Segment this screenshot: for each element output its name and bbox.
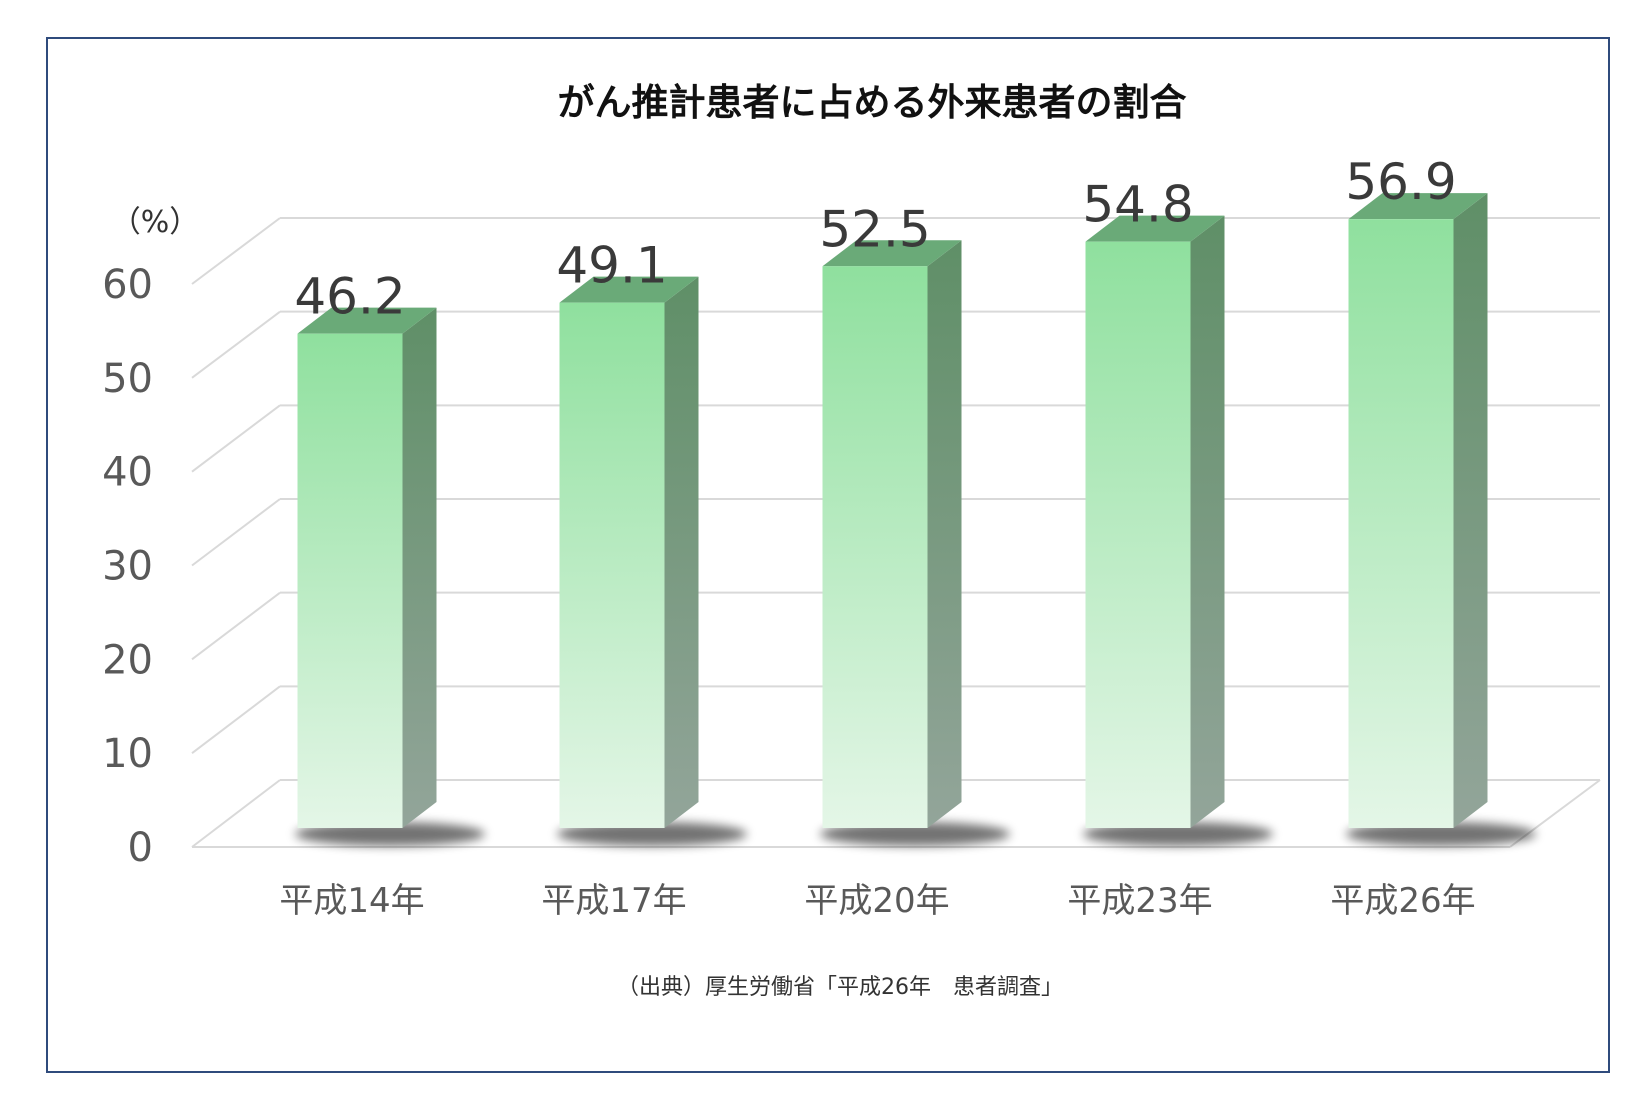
data-label: 46.2 [294,268,405,326]
data-label: 49.1 [556,237,667,295]
bar-side [664,276,699,828]
bar-top [822,240,962,267]
bar [559,302,665,828]
x-tick-label: 平成14年 [279,881,424,921]
x-axis-labels: 平成14年 平成17年 平成20年 平成23年 平成26年 [279,881,1475,921]
x-tick-label: 平成20年 [804,881,949,921]
bar-top [559,276,699,303]
y-tick-label: 10 [102,731,153,777]
y-axis-ticks: 0 10 20 30 40 50 60 [102,262,153,871]
bar-group: 52.5 [819,200,1010,846]
bars: 46.2 49.1 52.5 54.8 56.9 [294,153,1536,846]
gridline-side [191,498,281,567]
bar-group: 54.8 [1082,176,1273,846]
source-note: （出典）厚生労働省「平成26年 患者調査」 [617,975,1063,1000]
x-tick-label: 平成26年 [1330,881,1475,921]
data-label: 52.5 [819,200,930,258]
gridline-side [191,310,281,379]
x-tick-label: 平成17年 [541,881,686,921]
gridline-side [191,217,281,285]
y-axis-unit-label: （%） [111,205,200,240]
y-tick-label: 20 [102,637,153,683]
bar-group: 46.2 [294,268,485,846]
x-tick-label: 平成23年 [1067,881,1212,921]
bar [297,333,403,828]
y-tick-label: 0 [128,825,153,871]
bar [822,266,928,828]
y-tick-label: 50 [102,356,153,402]
y-tick-label: 40 [102,450,153,496]
bar-top [1085,215,1225,242]
gridline-side [191,779,281,848]
bar-top [1348,193,1488,220]
bar-side [1190,215,1225,828]
bar [1085,241,1191,828]
bar-side [402,307,437,828]
chart-title: がん推計患者に占める外来患者の割合 [558,81,1187,124]
gridline-side [191,685,281,754]
gridline-side [191,404,281,473]
bar-side [927,240,962,828]
bar-group: 56.9 [1345,153,1536,846]
bar [1348,219,1454,829]
gridline-side [191,591,281,661]
bar-side [1453,193,1488,829]
bar-group: 49.1 [556,237,747,846]
bar-top [297,307,437,334]
data-label: 54.8 [1082,176,1193,234]
y-tick-label: 60 [102,262,153,308]
y-tick-label: 30 [102,544,153,590]
data-label: 56.9 [1345,153,1456,211]
